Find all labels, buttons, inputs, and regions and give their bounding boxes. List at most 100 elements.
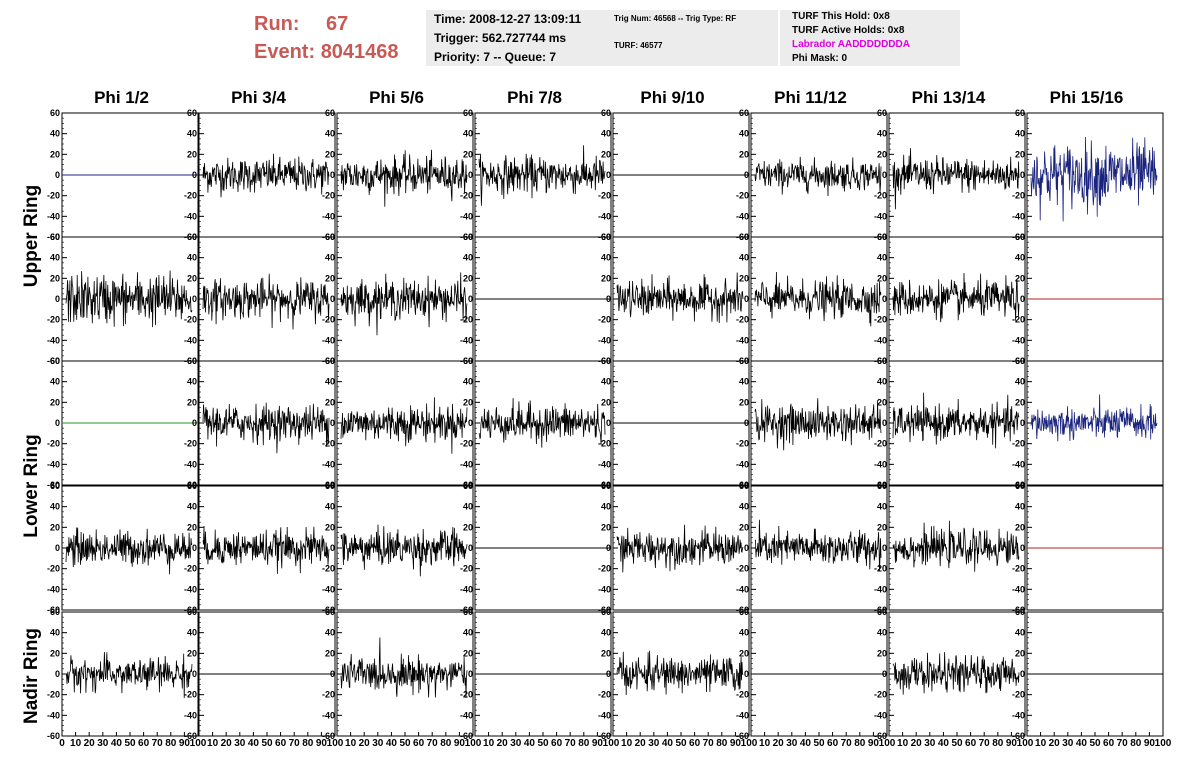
x-tick-label: 40 — [111, 738, 123, 749]
y-tick-label: 40 — [50, 628, 60, 638]
y-tick-label: 40 — [739, 628, 749, 638]
y-tick-label: -40 — [1012, 459, 1025, 469]
x-tick-label: 10 — [70, 738, 82, 749]
x-tick-label: 50 — [1089, 738, 1101, 749]
y-tick-label: 60 — [601, 356, 611, 366]
y-tick-label: 60 — [739, 232, 749, 242]
x-tick-label: 100 — [1155, 738, 1172, 749]
waveform-trace — [340, 397, 468, 454]
y-tick-label: 60 — [50, 356, 60, 366]
waveform-trace — [616, 524, 744, 573]
y-tick-label: -60 — [322, 731, 335, 741]
x-tick-label: 90 — [179, 738, 191, 749]
turf-hold-text: TURF This Hold: 0x8 — [792, 11, 890, 22]
x-tick-label: 20 — [773, 738, 785, 749]
y-tick-label: 0 — [330, 543, 335, 553]
y-tick-label: 20 — [877, 522, 887, 532]
y-tick-label: 60 — [325, 356, 335, 366]
y-tick-label: 20 — [187, 648, 197, 658]
x-tick-label: 40 — [248, 738, 260, 749]
y-tick-label: -20 — [1012, 690, 1025, 700]
y-tick-label: -40 — [47, 710, 60, 720]
y-tick-label: 40 — [739, 377, 749, 387]
x-tick-label: 20 — [911, 738, 923, 749]
waveform-trace — [754, 271, 882, 327]
y-tick-label: -60 — [322, 605, 335, 615]
y-tick-label: 40 — [187, 253, 197, 263]
y-tick-label: 0 — [744, 669, 749, 679]
x-tick-label: 70 — [1117, 738, 1129, 749]
run-info: Run: 67 Event: 8041468 — [254, 10, 399, 66]
x-tick-label: 80 — [302, 738, 314, 749]
y-tick-label: -20 — [736, 690, 749, 700]
waveform-panel-r5-c8: 60 40 20 0 -20 -40 -60 — [1012, 607, 1164, 741]
y-tick-label: 60 — [463, 481, 473, 491]
waveform-panel-r4-c5: 60 40 20 0 -20 -40 -60 — [598, 481, 750, 615]
waveform-panel-r5-c2: 60 40 20 0 -20 -40 -60 — [184, 607, 336, 741]
y-tick-label: -20 — [322, 439, 335, 449]
y-tick-label: -20 — [47, 439, 60, 449]
x-tick-label: 90 — [316, 738, 328, 749]
y-tick-label: 20 — [601, 522, 611, 532]
y-tick-label: -60 — [460, 731, 473, 741]
y-tick-label: 40 — [601, 628, 611, 638]
waveform-panel-r5-c7: 60 40 20 0 -20 -40 -60 — [874, 607, 1026, 741]
x-tick-label: 70 — [565, 738, 577, 749]
x-tick-label: 0 — [59, 738, 65, 749]
waveform-panel-r4-c2: 60 40 20 0 -20 -40 -60 — [184, 481, 336, 615]
y-tick-label: 20 — [50, 273, 60, 283]
phi-header-2: Phi 3/4 — [231, 88, 286, 107]
y-tick-label: -20 — [1012, 315, 1025, 325]
x-tick-label: 10 — [207, 738, 219, 749]
y-tick-label: -40 — [47, 335, 60, 345]
waveform-trace — [202, 402, 330, 454]
labrador-text: Labrador AADDDDDDDA — [792, 39, 910, 50]
y-tick-label: 60 — [463, 356, 473, 366]
y-tick-label: -20 — [47, 690, 60, 700]
y-tick-label: 40 — [601, 502, 611, 512]
x-tick-label: 20 — [635, 738, 647, 749]
y-tick-label: 0 — [882, 170, 887, 180]
waveform-trace — [478, 398, 606, 448]
x-tick-label: 10 — [759, 738, 771, 749]
y-tick-label: 0 — [330, 669, 335, 679]
waveform-panel-r3-c7: 60 40 20 0 -20 -40 -60 — [874, 356, 1026, 490]
y-tick-label: 20 — [187, 397, 197, 407]
event-label: Event: — [254, 41, 316, 63]
y-tick-label: -40 — [47, 459, 60, 469]
y-tick-label: 60 — [325, 232, 335, 242]
y-tick-label: 0 — [606, 418, 611, 428]
y-tick-label: -60 — [598, 605, 611, 615]
y-tick-label: -20 — [322, 690, 335, 700]
y-tick-label: 40 — [877, 502, 887, 512]
y-tick-label: 20 — [50, 648, 60, 658]
waveform-trace — [340, 149, 468, 207]
x-tick-label: 30 — [648, 738, 660, 749]
y-tick-label: 60 — [463, 607, 473, 617]
y-tick-label: -60 — [47, 731, 60, 741]
y-tick-label: -40 — [598, 335, 611, 345]
phi-header-1: Phi 1/2 — [94, 88, 149, 107]
y-tick-label: -20 — [184, 439, 197, 449]
y-tick-label: -40 — [874, 459, 887, 469]
y-tick-label: -60 — [1012, 731, 1025, 741]
y-tick-label: 20 — [50, 149, 60, 159]
x-tick-label: 50 — [675, 738, 687, 749]
y-tick-label: 40 — [1015, 253, 1025, 263]
y-tick-label: -60 — [874, 605, 887, 615]
x-tick-label: 30 — [786, 738, 798, 749]
y-tick-label: 60 — [325, 607, 335, 617]
y-tick-label: 60 — [877, 607, 887, 617]
y-tick-label: -60 — [47, 356, 60, 366]
time-text: Time: 2008-12-27 13:09:11 — [434, 12, 582, 26]
y-tick-label: 20 — [1015, 397, 1025, 407]
y-tick-label: 20 — [187, 522, 197, 532]
x-tick-label: 40 — [1076, 738, 1088, 749]
y-tick-label: -40 — [874, 211, 887, 221]
x-tick-label: 50 — [537, 738, 549, 749]
